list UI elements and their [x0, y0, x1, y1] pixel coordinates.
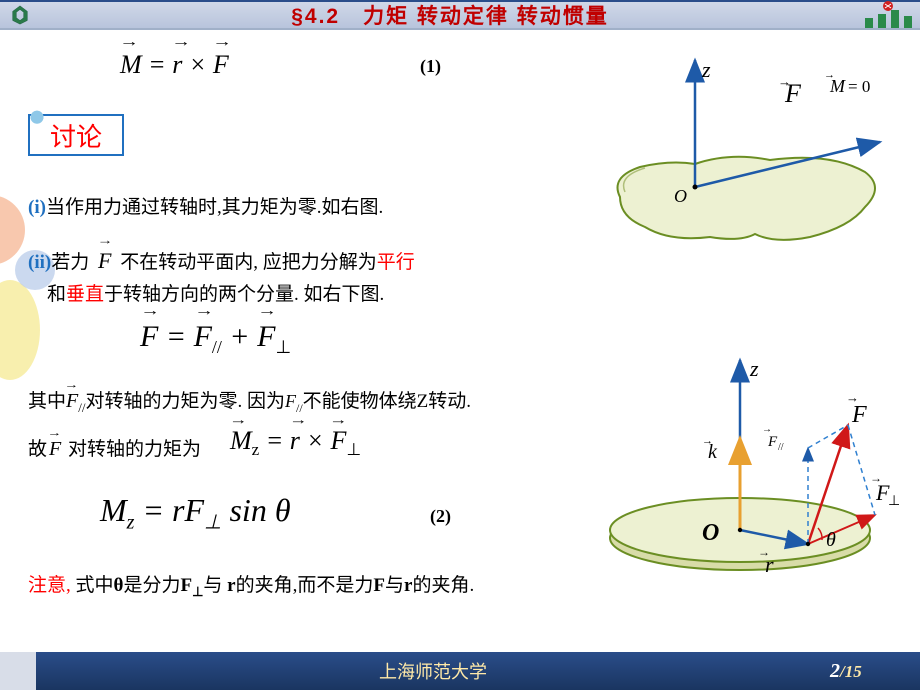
svg-text://: //	[778, 442, 784, 453]
figure-2: z O k → r → F → F // → F ⊥ → θ	[590, 340, 910, 590]
svg-text:θ: θ	[826, 529, 836, 551]
svg-text:→: →	[758, 545, 770, 559]
equation-1-number: (1)	[420, 56, 441, 77]
logo-left-icon	[0, 0, 40, 30]
svg-text:O: O	[674, 186, 687, 206]
svg-text:F: F	[767, 434, 778, 450]
point-ii: (ii)若力 F 不在转动平面内, 应把力分解为平行 和垂直于转轴方向的两个分量…	[28, 242, 415, 312]
svg-text:→: →	[762, 424, 772, 435]
svg-text:→: →	[824, 69, 835, 81]
equation-mz-vec: Mz = r × F⊥	[230, 426, 361, 460]
footer-left-block	[0, 652, 36, 690]
discuss-label: 讨论	[50, 117, 102, 154]
svg-text:z: z	[701, 57, 711, 82]
svg-text:O: O	[702, 520, 719, 546]
footer-university: 上海师范大学	[36, 658, 830, 684]
equation-1: M = r × F	[120, 50, 229, 80]
svg-text:= 0: = 0	[848, 77, 870, 96]
svg-text:F: F	[851, 402, 867, 428]
point-i: (i)当作用力通过转轴时,其力矩为零.如右图.	[28, 192, 383, 219]
svg-text:→: →	[870, 471, 882, 485]
footer-bar: 上海师范大学 2/15	[0, 652, 920, 690]
svg-text:⊥: ⊥	[888, 494, 900, 509]
explain-parallel: 其中F//对转轴的力矩为零. 因为F//不能使物体绕Z转动.	[28, 386, 471, 416]
figure-1: z O F → M → = 0	[600, 42, 900, 252]
explain-torque: 故F 对转轴的力矩为	[28, 434, 201, 461]
svg-text:→: →	[778, 74, 791, 89]
svg-text:→: →	[846, 390, 859, 405]
equation-2: Mz = rF⊥ sin θ	[100, 492, 291, 534]
svg-text:→: →	[702, 435, 713, 447]
equation-decompose: F = F// + F⊥	[140, 320, 291, 358]
note-line: 注意, 式中θ是分力F⊥与 r的夹角,而不是力F与r的夹角.	[28, 570, 474, 600]
equation-2-number: (2)	[430, 506, 451, 527]
discuss-box: 讨论	[28, 114, 124, 156]
logo-right-icon	[860, 0, 920, 30]
svg-text:z: z	[749, 356, 759, 381]
page-number: 2/15	[830, 660, 920, 683]
header-bar: §4.2 力矩 转动定律 转动惯量	[0, 0, 920, 30]
content-area: M = r × F (1) 讨论 (i)当作用力通过转轴时,其力矩为零.如右图.…	[0, 30, 920, 652]
header-title: §4.2 力矩 转动定律 转动惯量	[40, 0, 860, 30]
